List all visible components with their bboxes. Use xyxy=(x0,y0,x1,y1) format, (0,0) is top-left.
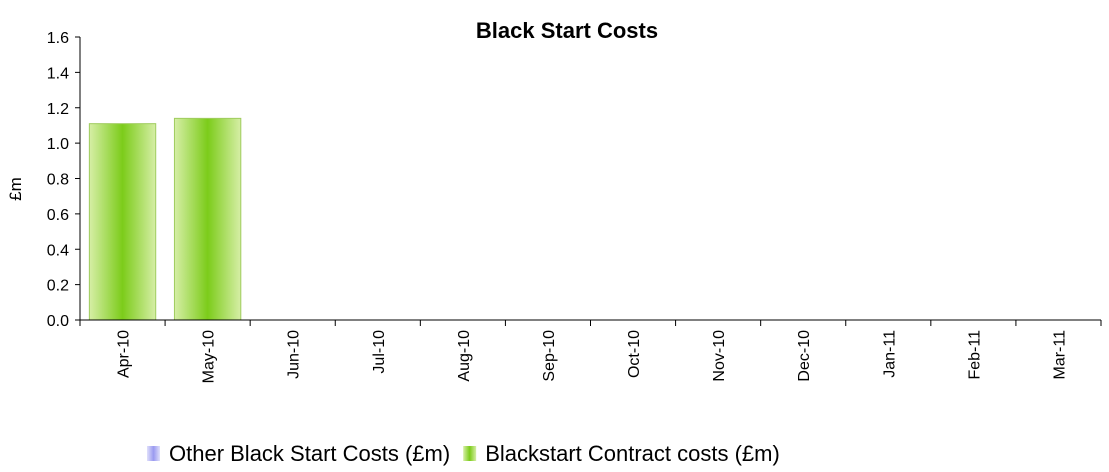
y-tick-label: 1.6 xyxy=(47,30,69,47)
y-axis-ticks: 0.0 0.2 0.4 0.6 0.8 1.0 1.2 1.4 1.6 xyxy=(47,30,80,330)
bars xyxy=(88,117,242,321)
y-tick-label: 0.4 xyxy=(47,242,69,259)
x-tick-label: Jul-10 xyxy=(371,330,388,374)
y-tick-label: 1.4 xyxy=(47,65,69,82)
y-tick-label: 1.0 xyxy=(47,136,69,153)
bar xyxy=(173,117,242,321)
y-tick-label: 0.0 xyxy=(47,313,69,330)
x-tick-label: Feb-11 xyxy=(966,330,983,380)
x-tick-label: Sep-10 xyxy=(541,330,558,382)
legend-label: Other Black Start Costs (£m) xyxy=(169,441,450,466)
legend-label: Blackstart Contract costs (£m) xyxy=(485,441,780,466)
x-tick-label: Jan-11 xyxy=(881,330,898,378)
axes xyxy=(79,37,1101,321)
y-tick-label: 0.8 xyxy=(47,172,69,189)
y-tick-label: 0.6 xyxy=(47,207,69,224)
bar xyxy=(88,123,157,321)
x-tick-label: Mar-11 xyxy=(1051,330,1068,380)
x-tick-label: Jun-10 xyxy=(286,330,303,379)
x-axis-ticks: Apr-10 May-10 Jun-10 Jul-10 Aug-10 Sep-10 Oct-… xyxy=(79,320,1102,383)
y-axis-label: £m xyxy=(6,177,25,201)
x-tick-label: Dec-10 xyxy=(796,330,813,382)
y-tick-label: 0.2 xyxy=(47,278,69,295)
x-tick-label: Apr-10 xyxy=(116,330,133,378)
x-tick-label: Oct-10 xyxy=(626,330,643,378)
legend-swatch xyxy=(147,446,160,461)
legend-swatch xyxy=(463,446,477,461)
x-tick-label: Aug-10 xyxy=(456,330,473,382)
legend: Other Black Start Costs (£m) Blackstart C… xyxy=(147,441,780,466)
x-tick-label: May-10 xyxy=(201,330,218,383)
x-tick-label: Nov-10 xyxy=(711,330,728,382)
y-tick-label: 1.2 xyxy=(47,101,69,118)
chart-title: Black Start Costs xyxy=(476,18,658,43)
